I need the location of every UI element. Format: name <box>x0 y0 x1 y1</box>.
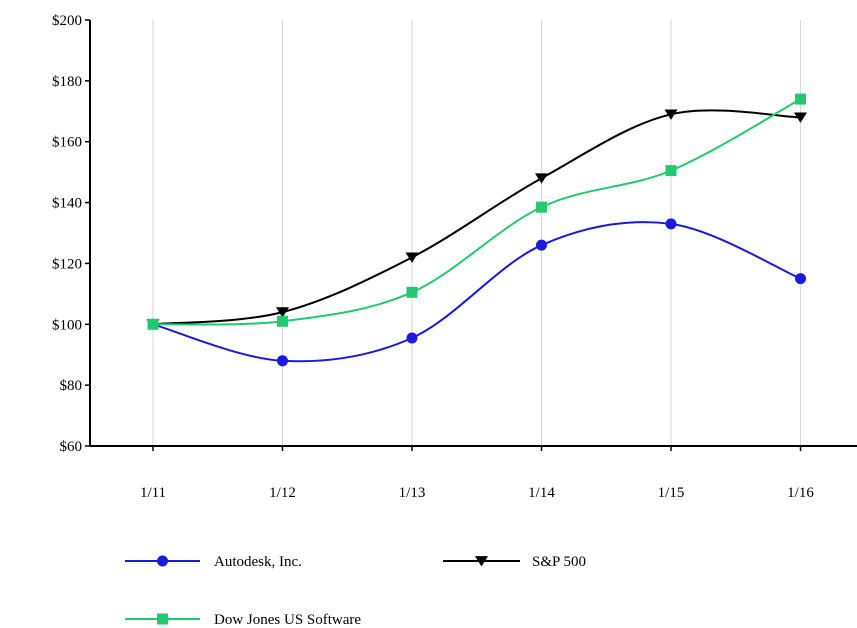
y-tick-label: $180 <box>52 74 82 90</box>
legend-item-2: Dow Jones US Software <box>125 612 361 628</box>
y-tick-label: $120 <box>52 256 82 272</box>
series-1 <box>146 109 807 330</box>
data-point <box>664 109 678 120</box>
x-axis-ticks: 1/11 1/12 1/13 1/14 1/15 1/16 <box>140 446 814 501</box>
data-point <box>276 307 289 318</box>
y-tick-label: $140 <box>52 196 82 212</box>
y-tick-label: $160 <box>52 135 82 151</box>
y-tick-label: $100 <box>52 317 82 333</box>
data-point <box>794 112 807 123</box>
legend-label: Autodesk, Inc. <box>214 554 302 570</box>
legend-marker <box>475 556 488 567</box>
x-tick-label: 1/15 <box>658 485 685 501</box>
axes <box>89 20 857 447</box>
x-tick-label: 1/13 <box>399 485 426 501</box>
data-point <box>406 332 418 344</box>
series-line <box>152 109 801 326</box>
legend-marker <box>157 555 168 567</box>
data-point <box>536 201 547 213</box>
legend-label: Dow Jones US Software <box>214 612 361 628</box>
series-0 <box>147 218 806 367</box>
data-point <box>795 273 806 285</box>
x-tick-label: 1/16 <box>787 485 814 501</box>
data-point <box>536 239 547 251</box>
data-point <box>277 315 288 327</box>
series-line <box>152 221 801 363</box>
data-point <box>277 355 288 367</box>
y-axis-ticks: $60 $80 $100 $120 $140 $160 $180 $200 <box>52 13 90 455</box>
data-point <box>665 218 677 230</box>
legend-label: S&P 500 <box>532 554 586 570</box>
legend-item-0: Autodesk, Inc. <box>125 554 302 570</box>
vertical-grid <box>152 20 801 446</box>
data-point <box>405 252 419 263</box>
x-tick-label: 1/11 <box>140 485 166 501</box>
y-tick-label: $80 <box>60 378 83 394</box>
legend-marker <box>157 613 168 625</box>
data-point <box>147 318 159 330</box>
y-tick-label: $60 <box>60 439 83 455</box>
x-tick-label: 1/12 <box>269 485 296 501</box>
legend-item-1: S&P 500 <box>443 554 586 570</box>
data-point <box>406 286 418 298</box>
y-tick-label: $200 <box>52 13 82 29</box>
data-point <box>665 165 677 177</box>
data-point <box>535 173 548 184</box>
data-point <box>795 93 806 105</box>
series <box>146 93 807 367</box>
series-2 <box>147 93 806 330</box>
series-line <box>152 98 801 326</box>
x-tick-label: 1/14 <box>528 485 555 501</box>
legend: Autodesk, Inc. S&P 500 Dow Jones US Softwa… <box>125 554 586 628</box>
